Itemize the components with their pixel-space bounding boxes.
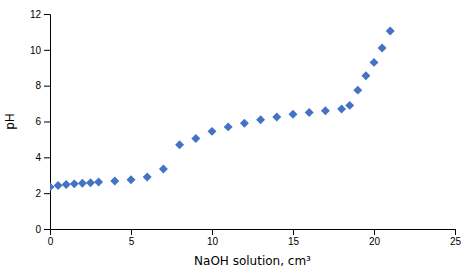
- tick-label: 10: [207, 236, 219, 247]
- y-axis-title: pH: [3, 113, 17, 130]
- point: [378, 44, 387, 53]
- tick-mark: [293, 229, 294, 235]
- point: [361, 71, 370, 80]
- chart: 0 5 10 15 20 25 0 2 4 6 8 10 12 NaOH solution, cm³ pH: [0, 0, 473, 273]
- tick-mark: [44, 86, 50, 87]
- point: [191, 134, 200, 143]
- point: [337, 104, 346, 113]
- point: [208, 127, 217, 136]
- tick-mark: [44, 157, 50, 158]
- point: [256, 115, 265, 124]
- tick-mark: [44, 193, 50, 194]
- point: [94, 178, 103, 187]
- point: [86, 178, 95, 187]
- tick-label: 2: [35, 188, 41, 199]
- point: [70, 179, 79, 188]
- points: [50, 27, 395, 192]
- point: [50, 182, 54, 191]
- point: [321, 106, 330, 115]
- point: [143, 173, 152, 182]
- point: [353, 86, 362, 95]
- tick-label: 0: [35, 224, 41, 235]
- tick-label: 5: [129, 236, 135, 247]
- point: [54, 181, 63, 190]
- tick-mark: [455, 229, 456, 235]
- point: [370, 58, 379, 67]
- tick-mark: [44, 50, 50, 51]
- plot: 0 5 10 15 20 25 0 2 4 6 8 10 12: [30, 9, 462, 247]
- tick: 20: [369, 229, 381, 247]
- tick: 12: [30, 9, 50, 20]
- tick-mark: [44, 122, 50, 123]
- tick-mark: [212, 229, 213, 235]
- tick-mark: [44, 229, 50, 230]
- x-axis: 0 5 10 15 20 25: [48, 229, 462, 247]
- x-axis-title: NaOH solution, cm³: [194, 254, 311, 268]
- point: [345, 101, 354, 110]
- tick-mark: [374, 229, 375, 235]
- tick-label: 10: [30, 45, 42, 56]
- tick-label: 0: [48, 236, 54, 247]
- tick: 2: [35, 188, 50, 199]
- point: [224, 122, 233, 131]
- tick: 5: [129, 229, 135, 247]
- point: [127, 175, 136, 184]
- tick: 25: [450, 229, 462, 247]
- tick: 0: [35, 224, 50, 235]
- tick-label: 12: [30, 9, 42, 20]
- point: [159, 165, 168, 174]
- axis-line: [44, 15, 51, 230]
- point: [78, 179, 87, 188]
- tick: 8: [35, 80, 50, 91]
- tick-label: 25: [450, 236, 462, 247]
- axis-line: [51, 230, 456, 236]
- point: [305, 108, 314, 117]
- tick: 4: [35, 152, 50, 163]
- tick: 6: [35, 116, 50, 127]
- point: [289, 110, 298, 119]
- point: [386, 27, 395, 36]
- tick-label: 4: [35, 152, 41, 163]
- point: [175, 140, 184, 149]
- point: [62, 180, 71, 189]
- tick-label: 20: [369, 236, 381, 247]
- tick: 10: [207, 229, 219, 247]
- y-axis: 0 2 4 6 8 10 12: [30, 9, 51, 235]
- tick: 0: [48, 229, 54, 247]
- tick-label: 8: [35, 80, 41, 91]
- tick-label: 15: [288, 236, 300, 247]
- tick-mark: [44, 14, 50, 15]
- point: [110, 177, 119, 186]
- tick: 15: [288, 229, 300, 247]
- tick-mark: [131, 229, 132, 235]
- point: [240, 119, 249, 128]
- tick: 10: [30, 45, 50, 56]
- tick-label: 6: [35, 116, 41, 127]
- point: [272, 113, 281, 122]
